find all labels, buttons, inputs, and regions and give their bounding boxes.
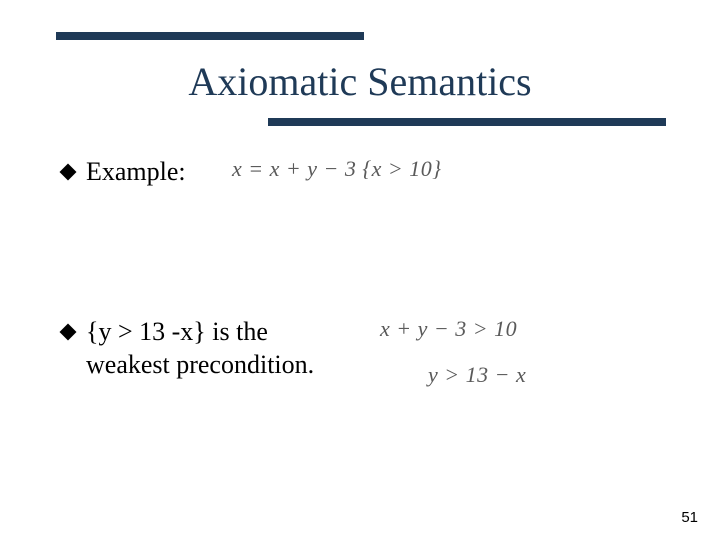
bullet-text: {y > 13 -x} is the weakest precondition. [86,316,346,381]
mid-divider [268,118,666,126]
bullet-item-precondition: {y > 13 -x} is the weakest precondition. [62,316,346,381]
bullet-item-example: Example: [62,156,186,189]
bullet-marker-icon [60,164,77,181]
bullet-marker-icon [60,324,77,341]
formula-assignment: x = x + y − 3 {x > 10} [232,156,442,182]
formula-step2: y > 13 − x [428,362,526,388]
formula-step1: x + y − 3 > 10 [380,316,517,342]
bullet-text: Example: [86,156,186,189]
top-divider [56,32,364,40]
page-number: 51 [681,509,698,526]
slide-title: Axiomatic Semantics [0,58,720,105]
